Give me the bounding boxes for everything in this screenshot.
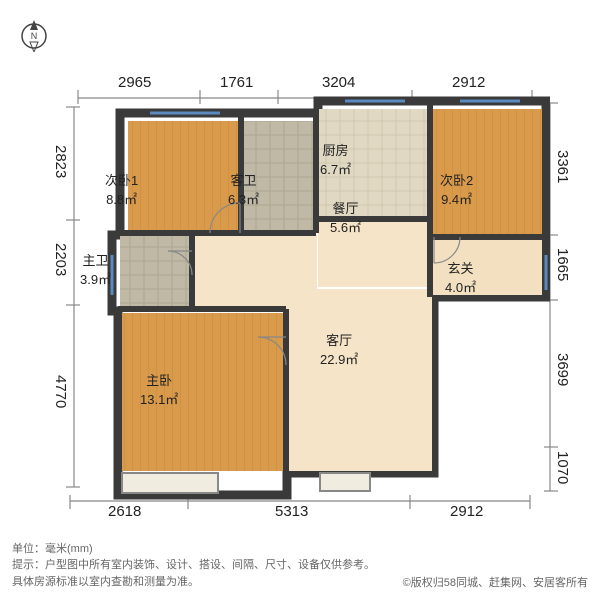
room-bed2_1 (128, 121, 241, 233)
label-bed2_1: 次卧18.8㎡ (105, 170, 138, 208)
dim-right-1: 1665 (554, 248, 571, 281)
label-living: 客厅22.9㎡ (320, 330, 358, 368)
room-living (287, 289, 432, 471)
compass-icon: N (16, 16, 52, 52)
footer-note1: 提示：户型图中所有室内装饰、设计、搭设、间隔、尺寸、设备仅供参考。 (12, 557, 588, 574)
room-living-ext (287, 235, 317, 291)
label-master_bath: 主卫3.9㎡ (80, 250, 111, 288)
dim-right-2: 3699 (554, 353, 571, 386)
dim-right-0: 3361 (554, 150, 571, 183)
label-bed2_2: 次卧29.4㎡ (440, 170, 473, 208)
label-kitchen: 厨房6.7㎡ (320, 140, 351, 178)
label-guest_bath: 客卫6.3㎡ (228, 170, 259, 208)
balcony-living (320, 473, 370, 491)
dim-right-3: 1070 (554, 451, 571, 484)
label-entry: 玄关4.0㎡ (445, 258, 476, 296)
copyright: ©版权归58同城、赶集网、安居客所有 (403, 574, 588, 590)
room-master_bath (120, 235, 192, 309)
footer-unit: 单位：毫米(mm) (12, 541, 588, 558)
balcony-master (122, 473, 218, 493)
label-dining: 餐厅5.6㎡ (330, 198, 361, 236)
label-master_bed: 主卧13.1㎡ (140, 370, 178, 408)
floorplan (60, 65, 550, 515)
svg-text:N: N (31, 31, 38, 41)
